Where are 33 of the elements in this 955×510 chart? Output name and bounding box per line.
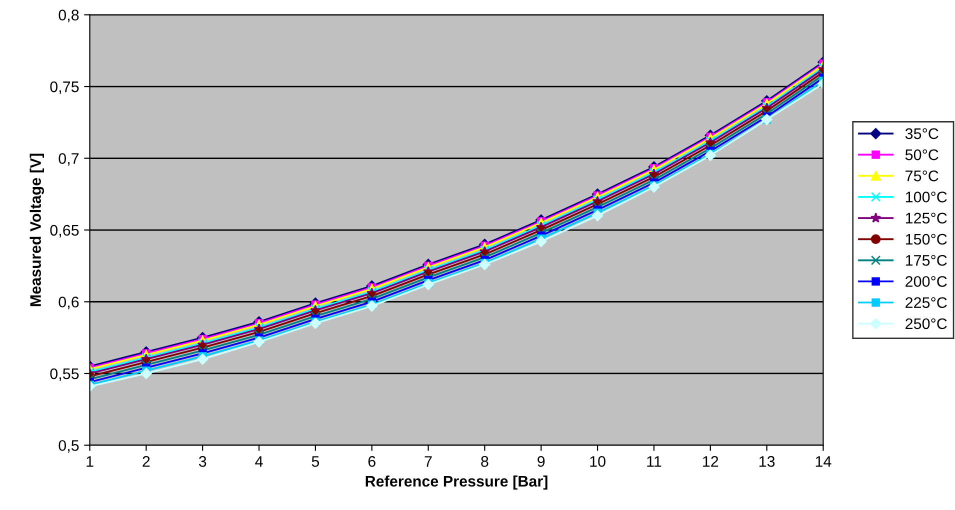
legend-label: 75°C	[906, 170, 938, 182]
x-tick-label: 10	[590, 456, 606, 467]
legend-label: 50°C	[905, 149, 938, 160]
x-tick-label: 8	[481, 456, 488, 467]
x-tick-label: 5	[312, 456, 320, 467]
legend-label: 200°C	[906, 276, 947, 287]
x-tick-label: 14	[816, 456, 832, 467]
x-tick-label: 4	[255, 456, 263, 467]
x-tick-label: 13	[759, 456, 775, 467]
legend-label: 35°C	[905, 128, 938, 140]
legend-label: 175°C	[906, 254, 947, 266]
x-tick-label: 12	[703, 456, 718, 467]
x-tick-label: 6	[368, 456, 376, 467]
legend-label: 225°C	[906, 297, 947, 308]
legend-label: 125°C	[906, 212, 947, 224]
y-tick-label: 0,55	[50, 368, 79, 381]
x-tick-label: 2	[142, 456, 150, 467]
y-tick-label: 0,7	[58, 153, 79, 166]
x-tick-label: 1	[86, 456, 94, 467]
y-tick-label: 0,75	[50, 81, 79, 94]
x-tick-label: 3	[198, 456, 206, 467]
y-axis-title: Measured Voltage [V]	[30, 154, 44, 306]
x-axis-title: Reference Pressure [Bar]	[366, 475, 548, 490]
x-tick-label: 9	[538, 456, 545, 467]
x-tick-label: 11	[647, 456, 662, 467]
y-tick-label: 0,65	[50, 224, 79, 238]
legend-label: 150°C	[906, 234, 947, 245]
y-tick-label: 0,6	[58, 296, 79, 310]
y-tick-label: 0,5	[58, 440, 79, 453]
y-tick-label: 0,8	[58, 10, 79, 22]
legend-label: 100°C	[906, 192, 947, 202]
x-tick-label: 7	[424, 456, 432, 467]
legend-label: 250°C	[906, 318, 947, 330]
